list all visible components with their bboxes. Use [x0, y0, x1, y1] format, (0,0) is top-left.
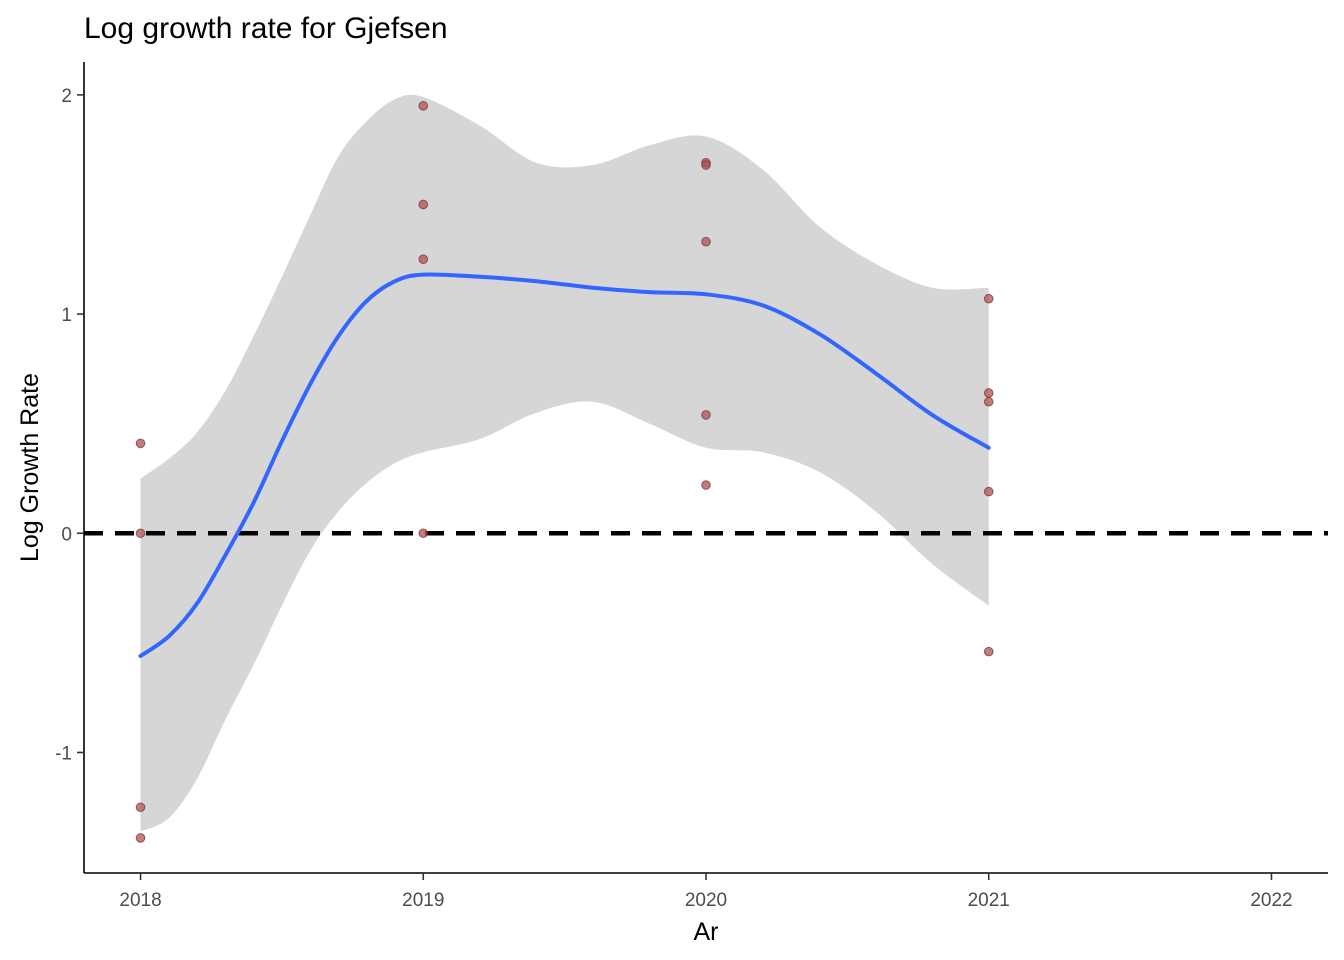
data-point [135, 802, 146, 813]
data-point [983, 646, 994, 657]
data-point [418, 101, 429, 111]
data-point [418, 254, 429, 265]
data-point [983, 293, 994, 304]
data-point [983, 388, 994, 398]
axes-layer: 2018 2019 2020 2021 2022 -1 0 1 2 [55, 62, 1328, 911]
y-axis-title: Log Growth Rate [16, 373, 44, 562]
x-tick-label: 2019 [402, 890, 444, 911]
y-tick-label: -1 [55, 743, 72, 764]
data-point [701, 480, 711, 490]
data-point [418, 528, 429, 539]
data-point [135, 528, 146, 539]
points-layer [135, 101, 994, 843]
data-point [135, 438, 146, 449]
chart-title: Log growth rate for Gjefsen [84, 12, 448, 45]
y-tick-label: 0 [61, 524, 72, 545]
confidence-band [140, 94, 989, 832]
data-point [418, 199, 429, 210]
data-point [701, 236, 711, 247]
x-tick-label: 2021 [968, 890, 1010, 911]
x-tick-label: 2020 [685, 890, 727, 911]
data-point [983, 396, 994, 407]
y-tick-label: 1 [61, 305, 72, 326]
confidence-band-layer [140, 94, 989, 832]
x-tick-label: 2018 [119, 890, 161, 911]
x-tick-label: 2022 [1250, 890, 1292, 911]
smooth-line-layer [138, 272, 991, 658]
data-point [983, 486, 994, 497]
x-axis-title: Ar [694, 918, 719, 946]
data-point [135, 833, 146, 843]
smooth-line [138, 272, 991, 658]
data-point [701, 160, 711, 170]
data-point [701, 410, 711, 420]
y-tick-label: 2 [61, 86, 72, 107]
